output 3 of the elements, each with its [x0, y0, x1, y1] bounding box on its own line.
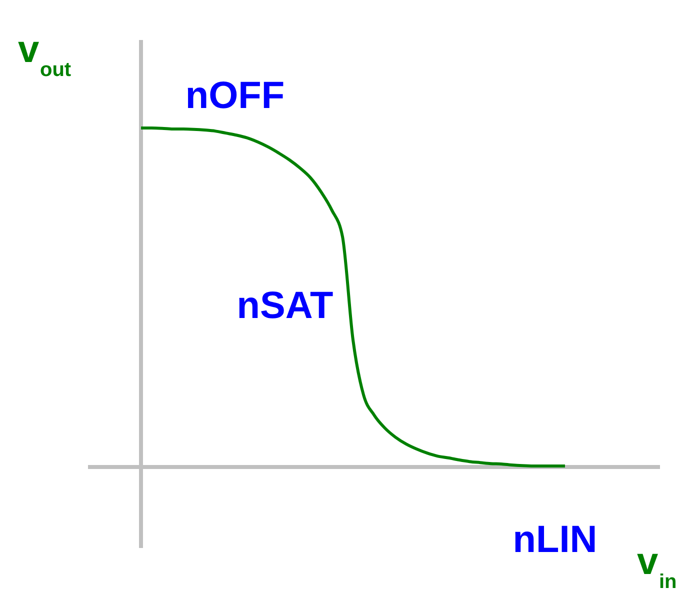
- text: nOFF: [185, 75, 285, 117]
- annotation: nSAT: [236, 285, 334, 327]
- text: nLIN: [512, 519, 598, 561]
